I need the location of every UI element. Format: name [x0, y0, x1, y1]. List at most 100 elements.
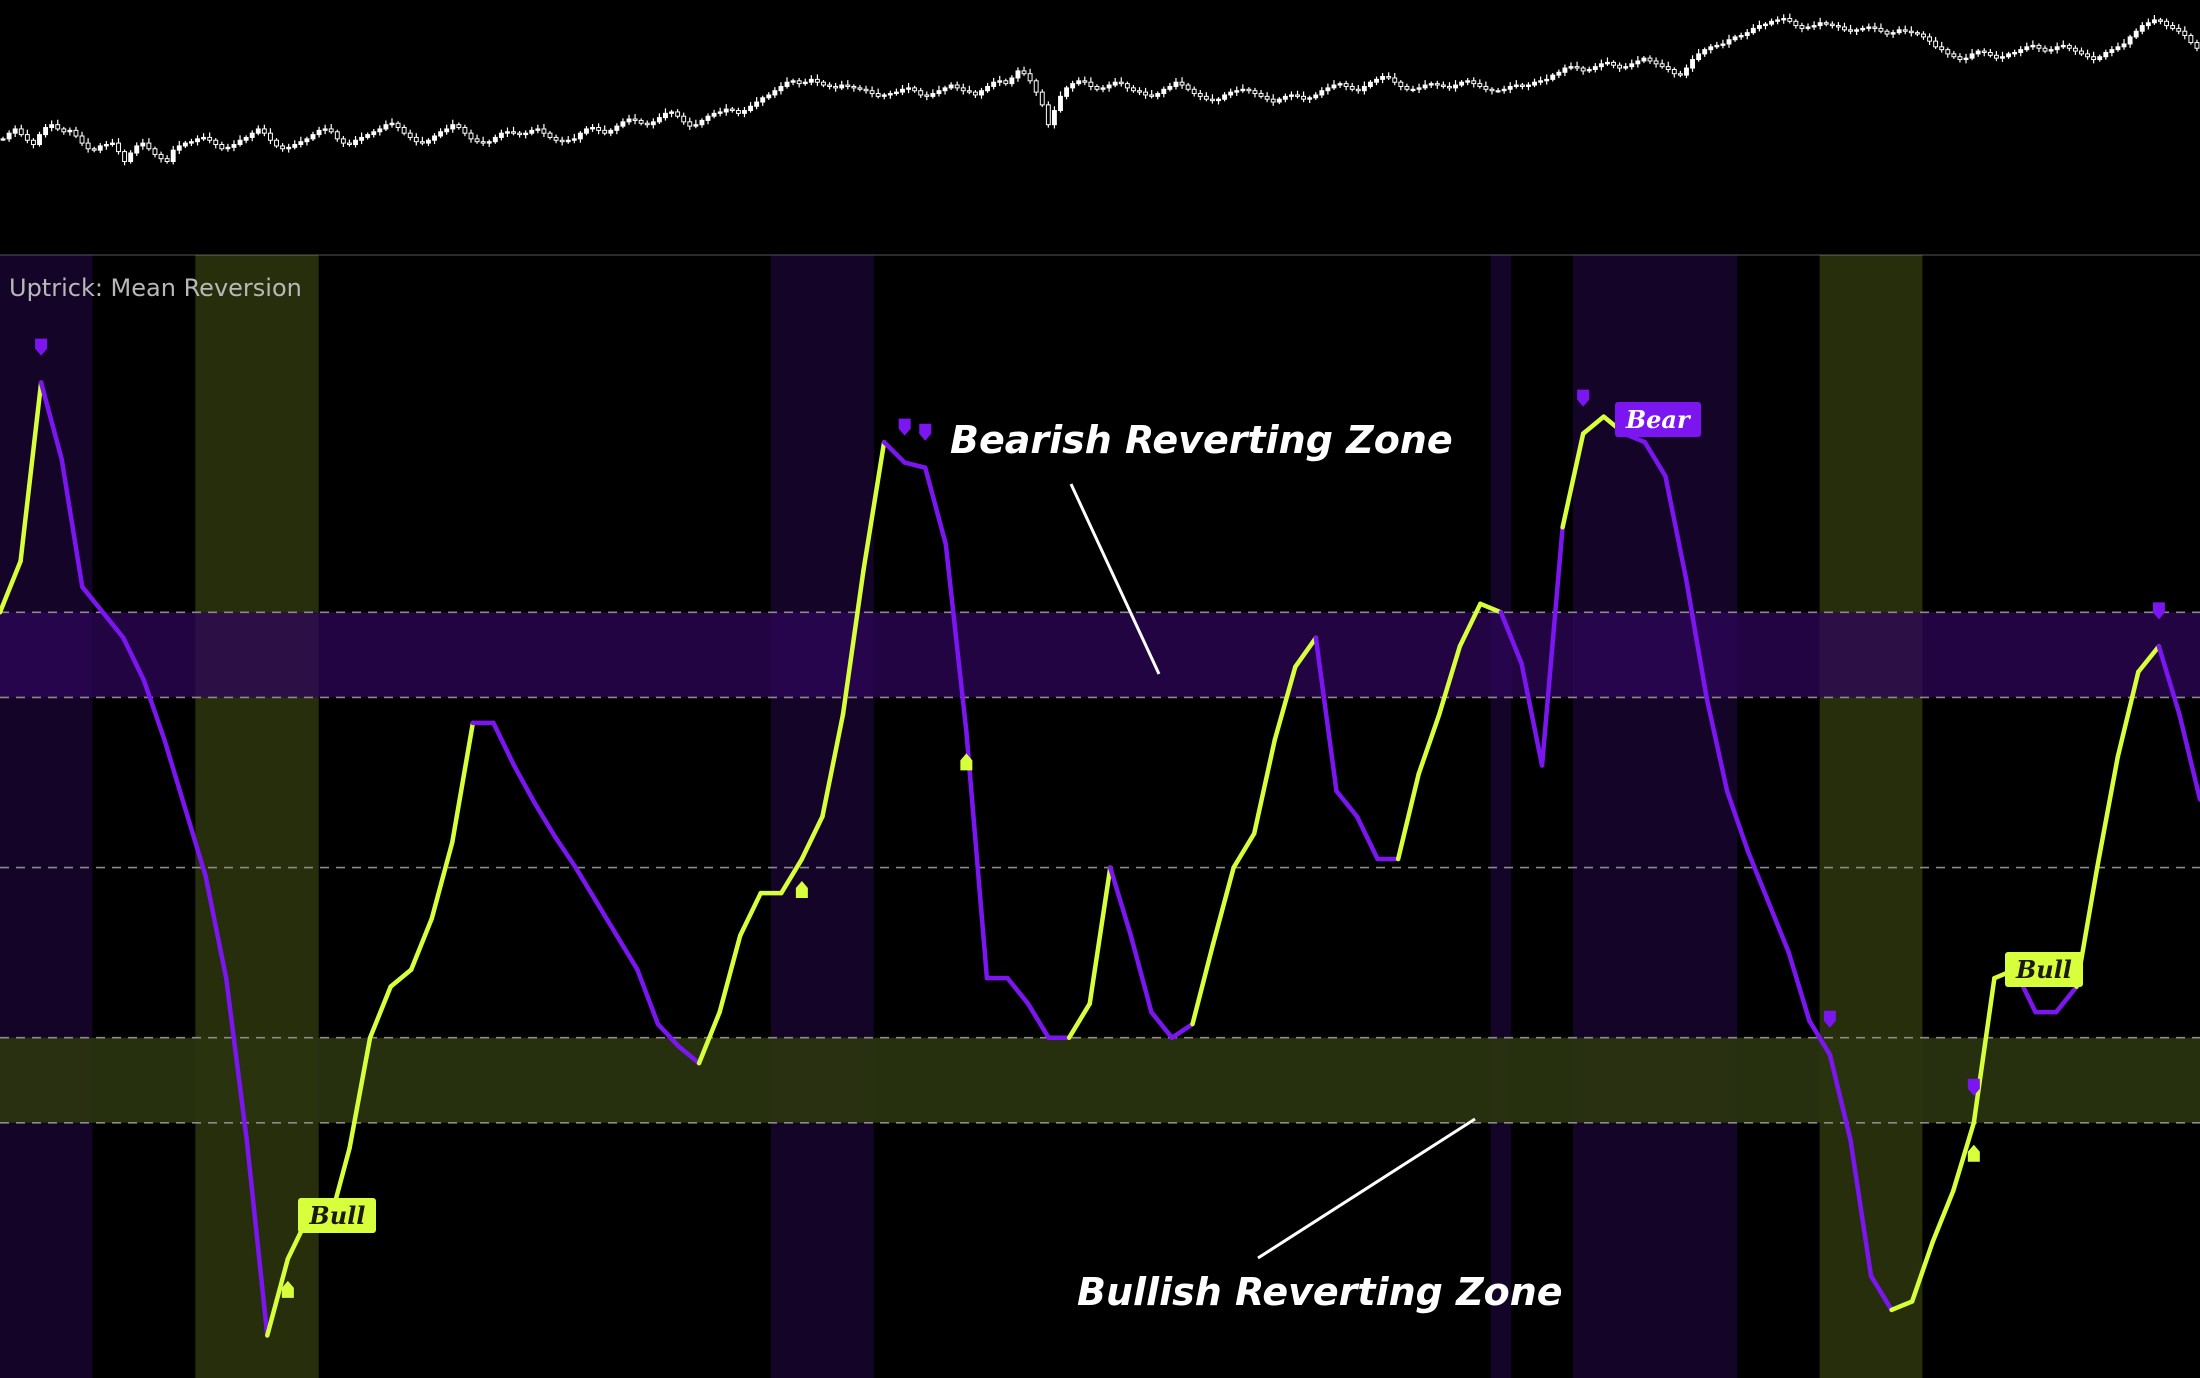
price-candle-body: [377, 128, 383, 133]
price-candle-body: [334, 131, 340, 140]
price-candle-body: [1100, 87, 1106, 90]
price-candle-body: [182, 142, 188, 147]
price-candle-body: [644, 122, 650, 126]
price-candle-body: [1325, 87, 1331, 92]
price-candle-body: [723, 108, 729, 113]
price-candle-body: [1969, 53, 1975, 59]
price-candle-body: [1975, 50, 1981, 55]
price-candle-body: [1471, 80, 1477, 85]
price-candle-body: [176, 145, 182, 151]
price-candle-body: [43, 127, 49, 136]
price-candle-body: [1684, 67, 1689, 76]
price-candle-body: [1696, 53, 1702, 61]
price-candle-body: [328, 128, 334, 133]
oscillator-segment: [388, 967, 414, 989]
price-candle-body: [1270, 98, 1276, 103]
price-candle-body: [1137, 90, 1142, 93]
price-candle-body: [784, 81, 790, 87]
price-candle-body: [1513, 84, 1519, 87]
price-candle-body: [1422, 84, 1428, 89]
price-candle-body: [450, 124, 456, 130]
signal-background-layer: [0, 255, 1923, 1378]
oscillator-segment: [1231, 831, 1257, 870]
price-candle-body: [1440, 84, 1446, 87]
price-candle-body: [1769, 20, 1774, 25]
price-candle-body: [1653, 60, 1659, 65]
price-candle-body: [225, 146, 231, 150]
price-candle-body: [383, 124, 389, 130]
price-candle-body: [2158, 19, 2163, 22]
price-candle-body: [1872, 26, 1878, 29]
price-candle-body: [1775, 19, 1781, 22]
price-candle-body: [529, 129, 535, 134]
price-candle-body: [1039, 91, 1045, 106]
price-candle-body: [1890, 32, 1896, 35]
price-candle-body: [2170, 25, 2176, 29]
bear-signal-background: [1572, 255, 1738, 1378]
price-candle-body: [1501, 88, 1507, 92]
price-candle-body: [906, 87, 912, 90]
price-candle-body: [97, 145, 103, 151]
price-candle-body: [1866, 26, 1872, 29]
price-candle-body: [12, 128, 18, 134]
price-candle-body: [2103, 51, 2109, 58]
price-candle-body: [2042, 47, 2048, 52]
price-candle-body: [1252, 90, 1258, 95]
price-candle-body: [912, 87, 918, 92]
oscillator-segment: [1539, 524, 1565, 768]
price-candle-body: [243, 136, 249, 141]
oscillator-segment: [491, 720, 517, 768]
price-candle-body: [681, 115, 687, 123]
price-candle-body: [1258, 93, 1264, 97]
price-candle-body: [61, 128, 67, 133]
price-candle-body: [444, 128, 450, 133]
reverting-zones-layer: [0, 612, 2200, 1123]
oscillator-segment: [573, 865, 599, 904]
price-candle-body: [24, 134, 30, 141]
price-candle-body: [1732, 36, 1738, 41]
price-candle-body: [389, 122, 395, 126]
price-candle-body: [1538, 80, 1544, 83]
price-candle-body: [2164, 20, 2170, 27]
price-candle-body: [353, 139, 358, 146]
price-candle-body: [2060, 44, 2066, 48]
price-candle-body: [1416, 87, 1422, 90]
oscillator-segment: [0, 559, 23, 615]
price-candle-body: [711, 112, 717, 117]
price-candle-body: [875, 93, 881, 97]
price-candle-body: [91, 148, 97, 151]
price-candle-body: [1568, 66, 1574, 69]
price-candle-body: [839, 84, 845, 89]
price-candle-body: [2182, 30, 2188, 36]
price-candle-body: [207, 136, 213, 141]
oscillator-segment: [1889, 1299, 1915, 1313]
price-candle-body: [1799, 25, 1805, 29]
price-candle-body: [1720, 43, 1726, 46]
price-candle-body: [480, 141, 486, 144]
oscillator-segment: [799, 814, 825, 862]
price-candle-body: [1562, 67, 1568, 73]
price-candle-body: [1519, 84, 1525, 87]
bear-signal-marker: [1577, 389, 1590, 407]
price-candle-body: [966, 90, 972, 93]
price-candle-body: [1993, 54, 1999, 59]
price-candle-body: [498, 132, 504, 138]
bear-signal-marker: [2152, 602, 2165, 620]
bear-signal-marker: [1823, 1010, 1836, 1028]
price-candle-body: [590, 127, 595, 130]
price-candle-body: [985, 85, 991, 92]
price-candle-body: [814, 78, 820, 83]
price-candle-body: [954, 84, 960, 89]
price-candle-body: [2115, 46, 2121, 51]
price-candle-body: [1070, 83, 1076, 89]
price-candle-body: [195, 138, 200, 143]
price-candle-body: [231, 144, 237, 148]
oscillator-segment: [79, 584, 106, 615]
price-candle-body: [261, 128, 267, 134]
price-candle-body: [1842, 26, 1847, 31]
price-candle-body: [1349, 85, 1355, 90]
price-candle-body: [1659, 63, 1665, 68]
price-candle-body: [1331, 84, 1337, 89]
price-candle-body: [1623, 66, 1629, 69]
price-candle-body: [1848, 29, 1853, 32]
